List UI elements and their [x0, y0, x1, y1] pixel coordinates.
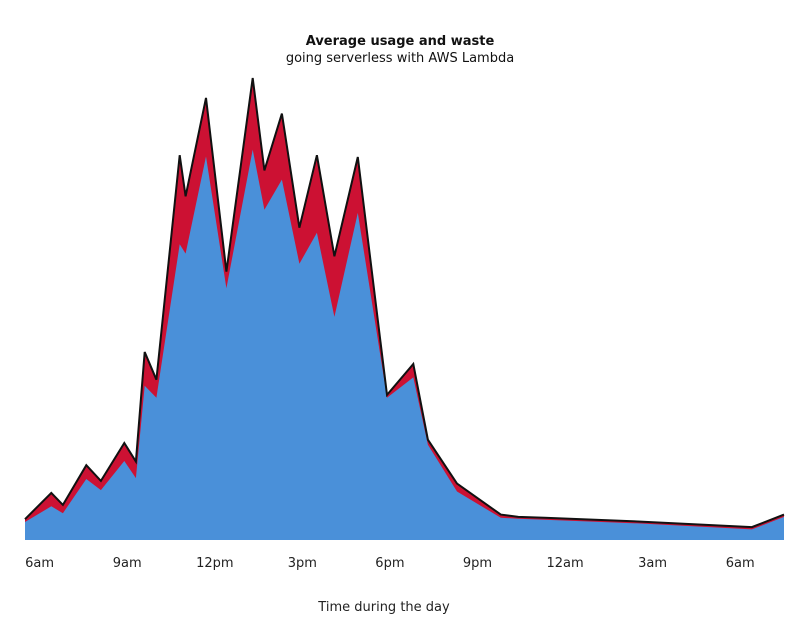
- areas-layer: [24, 77, 785, 540]
- x-tick-label: 12pm: [196, 556, 233, 571]
- x-tick-label: 6am: [726, 556, 755, 571]
- total-outline-line: [24, 77, 785, 529]
- x-tick-label: 6pm: [375, 556, 404, 571]
- chart-title: Average usage and waste: [305, 34, 495, 49]
- x-tick-label: 12am: [547, 556, 584, 571]
- x-tick-label: 3pm: [288, 556, 317, 571]
- usage-area: [25, 149, 784, 540]
- x-tick-label: 3am: [638, 556, 667, 571]
- x-tick-label: 9am: [113, 556, 142, 571]
- x-axis-label: Time during the day: [317, 600, 450, 615]
- x-axis-ticks: 6am 9am 12pm 3pm 6pm 9pm 12am 3am 6am: [25, 556, 755, 571]
- x-tick-label: 6am: [25, 556, 54, 571]
- x-tick-label: 9pm: [463, 556, 492, 571]
- chart-subtitle: going serverless with AWS Lambda: [285, 51, 515, 66]
